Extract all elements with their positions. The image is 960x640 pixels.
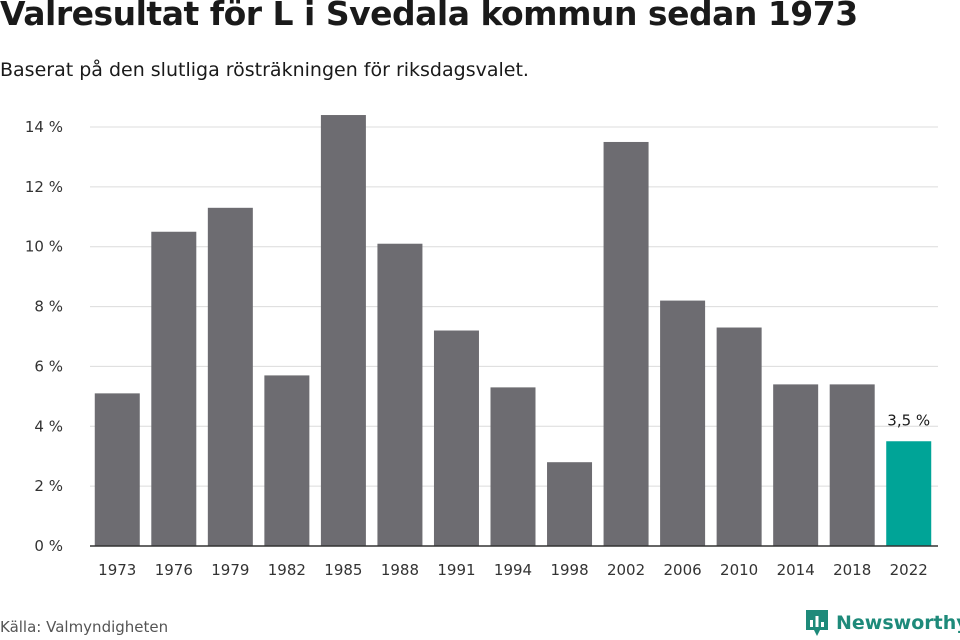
- bar: [320, 115, 366, 547]
- bar: [264, 375, 310, 546]
- y-tick-label: 6 %: [34, 357, 63, 375]
- x-tick-label: 1982: [268, 561, 306, 579]
- x-tick-label: 1998: [550, 561, 588, 579]
- newsworthy-logo: Newsworthy: [804, 608, 960, 638]
- y-tick-label: 4 %: [34, 417, 63, 435]
- x-tick-label: 2014: [777, 561, 815, 579]
- bar: [151, 231, 197, 546]
- bar: [433, 330, 479, 546]
- x-tick-label: 1976: [155, 561, 193, 579]
- bar: [490, 387, 536, 546]
- y-tick-label: 14 %: [25, 118, 63, 136]
- y-tick-label: 2 %: [34, 477, 63, 495]
- bar: [660, 300, 706, 546]
- newsworthy-logo-icon: [806, 610, 828, 636]
- y-tick-label: 0 %: [34, 537, 63, 555]
- x-tick-label: 2002: [607, 561, 645, 579]
- x-tick-label: 1985: [324, 561, 362, 579]
- chart-subtitle: Baserat på den slutliga rösträkningen fö…: [0, 59, 529, 81]
- x-tick-label: 1991: [437, 561, 475, 579]
- source-note: Källa: Valmyndigheten: [0, 618, 169, 636]
- bar: [716, 327, 762, 546]
- y-tick-label: 10 %: [25, 238, 63, 256]
- x-tick-label: 2010: [720, 561, 758, 579]
- bar: [547, 462, 593, 546]
- x-tick-label: 2022: [890, 561, 928, 579]
- x-tick-label: 2018: [833, 561, 871, 579]
- bar: [207, 207, 253, 547]
- brand-name: Newsworthy: [836, 612, 960, 634]
- y-tick-label: 12 %: [25, 178, 63, 196]
- y-tick-label: 8 %: [34, 298, 63, 316]
- bar: [886, 441, 932, 546]
- bar: [603, 141, 649, 546]
- data-label: 3,5 %: [887, 411, 930, 429]
- chart-title: Valresultat för L i Svedala kommun sedan…: [0, 0, 858, 33]
- x-tick-label: 1988: [381, 561, 419, 579]
- x-tick-label: 2006: [664, 561, 702, 579]
- x-tick-label: 1979: [211, 561, 249, 579]
- x-tick-label: 1973: [98, 561, 136, 579]
- bar: [829, 384, 875, 546]
- bar: [377, 243, 423, 546]
- bar: [94, 393, 140, 546]
- x-tick-label: 1994: [494, 561, 532, 579]
- bar: [773, 384, 819, 546]
